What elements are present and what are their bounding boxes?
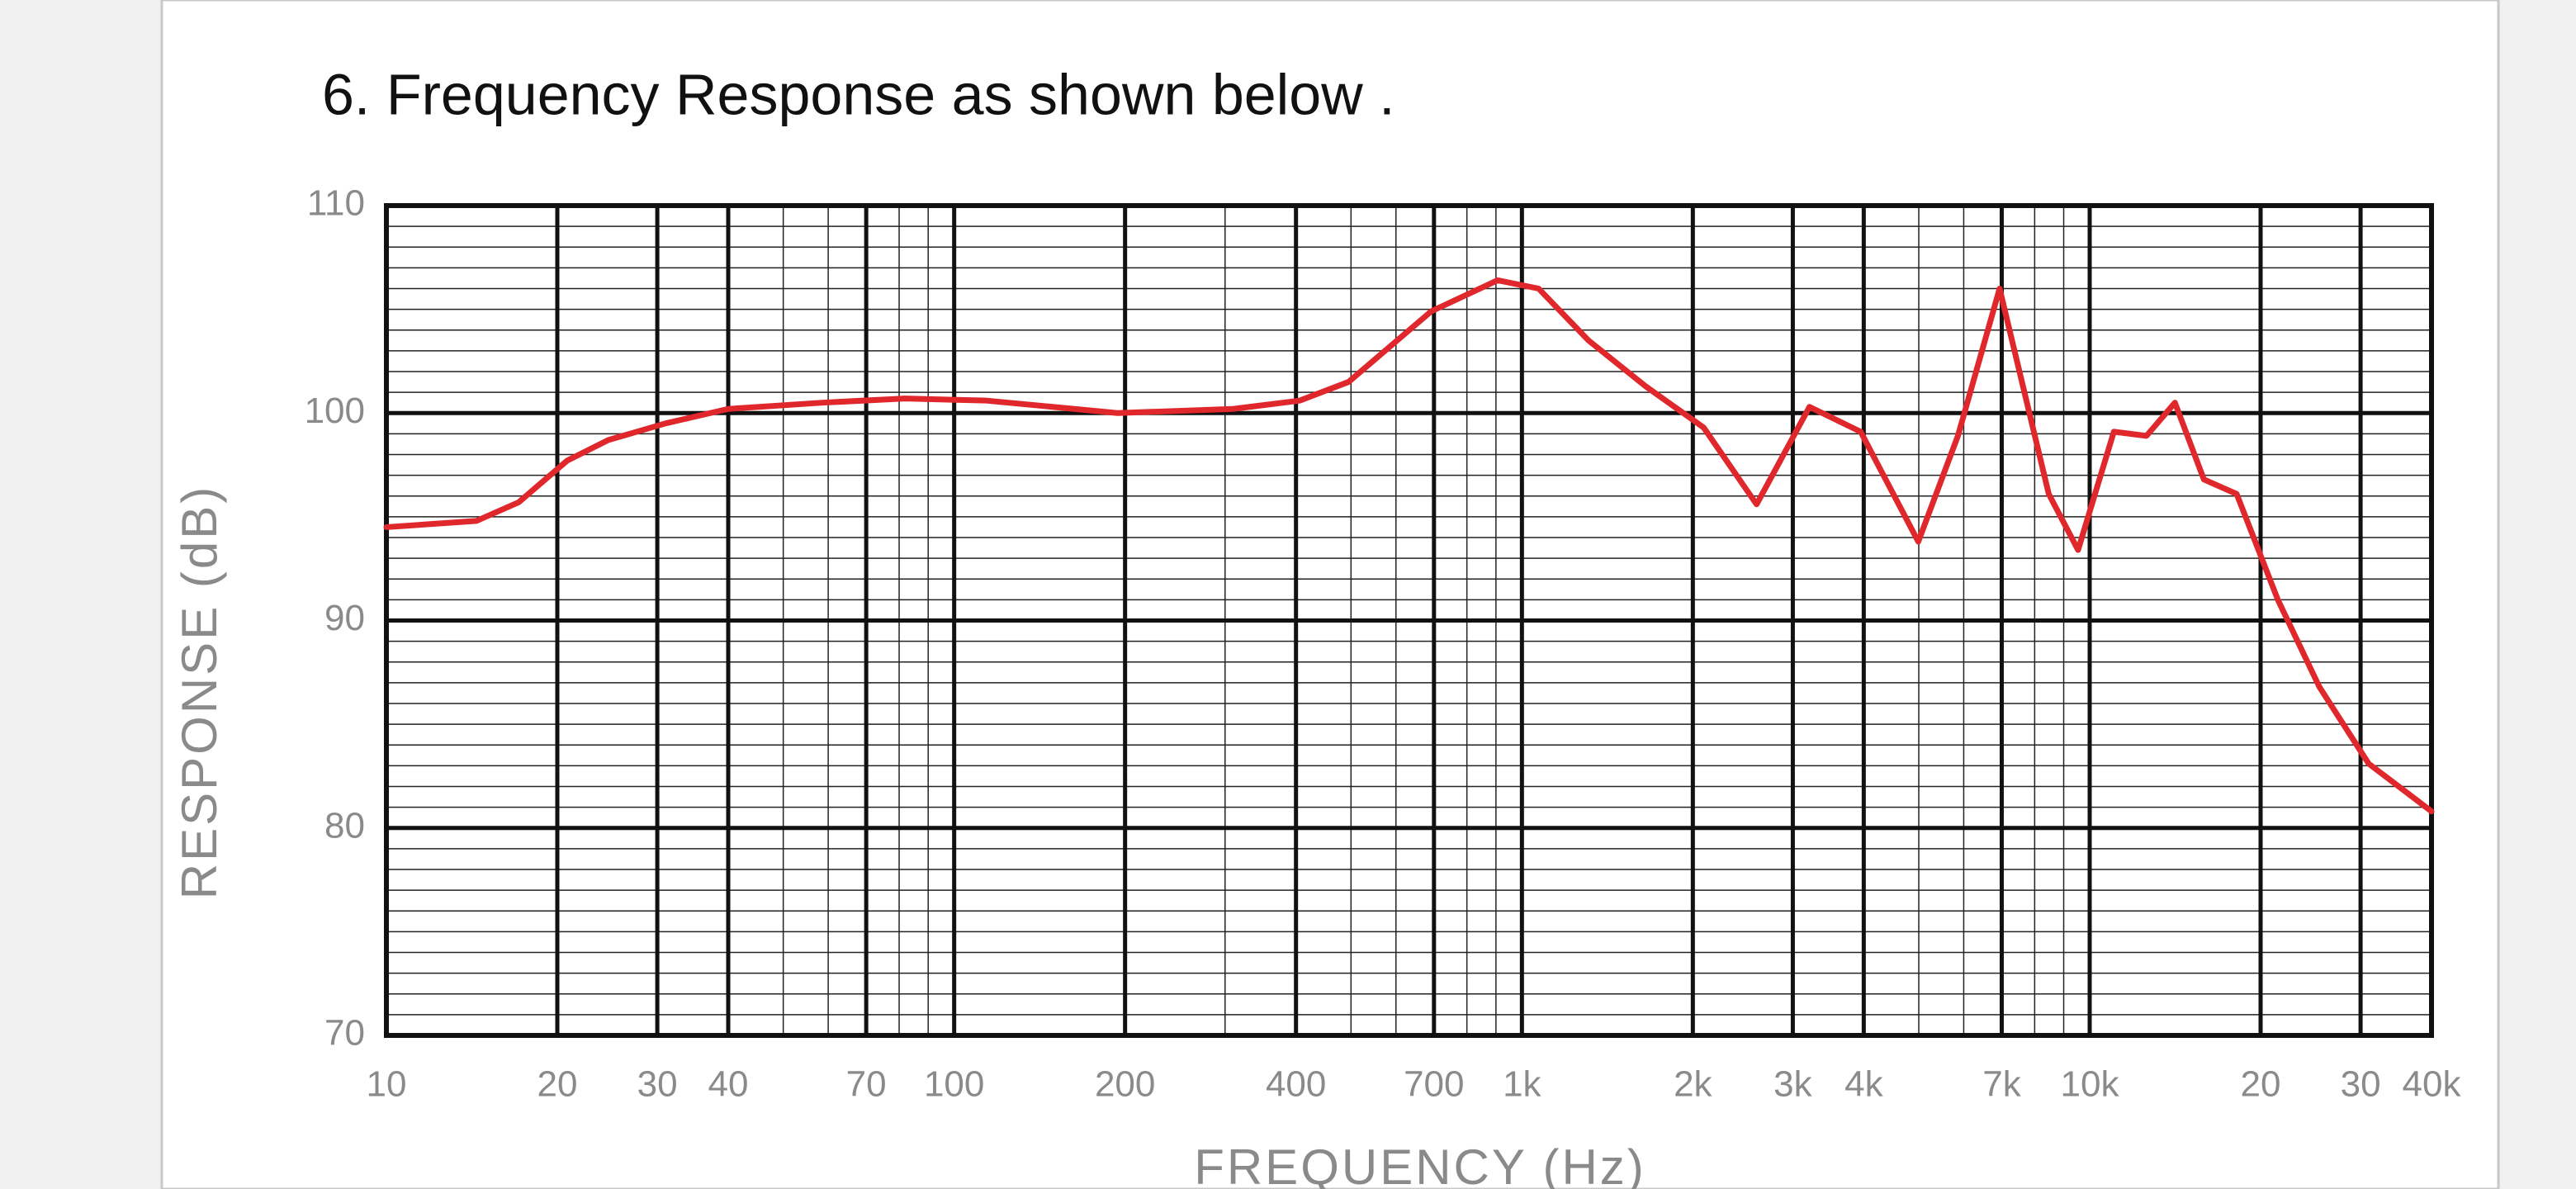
- response-curve: [383, 277, 2435, 815]
- x-tick-label: 4k: [1844, 1064, 1883, 1105]
- x-tick-label: 700: [1404, 1064, 1464, 1105]
- x-tick-label: 70: [846, 1064, 887, 1105]
- x-tick-label: 100: [924, 1064, 984, 1105]
- y-tick-label: 110: [307, 183, 365, 224]
- x-tick-label: 20: [537, 1064, 578, 1105]
- x-tick-label: 400: [1266, 1064, 1326, 1105]
- plot: 70 80 90 100 110 10 20 30 40 70 100 200 400 700 1k 2k 3k…: [305, 183, 2462, 1105]
- y-axis-title: RESPONSE (dB): [172, 485, 227, 899]
- x-tick-label: 1k: [1503, 1064, 1541, 1105]
- x-tick-label: 200: [1095, 1064, 1155, 1105]
- y-tick-label: 70: [324, 1013, 365, 1054]
- x-axis-title: FREQUENCY (Hz): [1194, 1139, 1646, 1189]
- y-tick-label: 100: [305, 391, 365, 431]
- document-page: [160, 0, 2500, 1189]
- section-heading: 6. Frequency Response as shown below .: [322, 62, 1395, 126]
- x-tick-label: 10k: [2061, 1064, 2120, 1105]
- y-tick-label: 80: [324, 805, 365, 846]
- x-tick-label: 3k: [1773, 1064, 1812, 1105]
- x-tick-label: 7k: [1982, 1064, 2021, 1105]
- x-tick-label: 40: [708, 1064, 749, 1105]
- x-tick-label: 40k: [2403, 1064, 2462, 1105]
- y-tick-label: 90: [324, 598, 365, 638]
- x-tick-label: 30: [637, 1064, 678, 1105]
- plot-frame: [384, 203, 2434, 1038]
- x-tick-label: 2k: [1674, 1064, 1712, 1105]
- x-tick-label: 10: [367, 1064, 407, 1105]
- x-tick-label: 20: [2241, 1064, 2281, 1105]
- x-tick-label: 30: [2341, 1064, 2381, 1105]
